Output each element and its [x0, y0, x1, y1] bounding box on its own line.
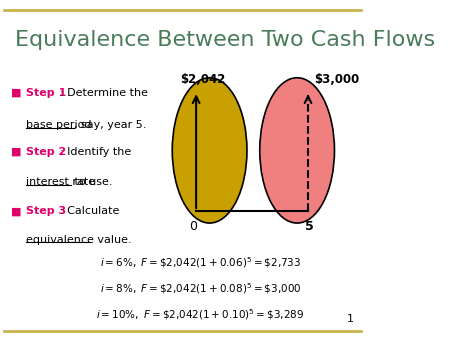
Text: Step 3: Step 3 — [26, 206, 66, 216]
Text: interest rate: interest rate — [26, 177, 94, 188]
Text: Equivalence Between Two Cash Flows: Equivalence Between Two Cash Flows — [14, 30, 435, 50]
Text: $3,000: $3,000 — [314, 73, 360, 86]
Text: base period: base period — [26, 120, 91, 130]
Text: $i = 6\%,\ F = \$2{,}042(1 + 0.06)^5 = \$2{,}733$: $i = 6\%,\ F = \$2{,}042(1 + 0.06)^5 = \… — [100, 255, 301, 270]
Text: Step 2: Step 2 — [26, 147, 66, 157]
Ellipse shape — [260, 78, 334, 223]
Text: equivalence value.: equivalence value. — [26, 235, 131, 245]
Text: Step 1: Step 1 — [26, 88, 66, 98]
Text: $i = 8\%,\ F = \$2{,}042(1 + 0.08)^5 = \$3{,}000$: $i = 8\%,\ F = \$2{,}042(1 + 0.08)^5 = \… — [100, 281, 301, 296]
Text: ■: ■ — [11, 88, 22, 98]
Text: 0: 0 — [189, 220, 197, 233]
Text: ■: ■ — [11, 147, 22, 157]
Text: , say, year 5.: , say, year 5. — [74, 120, 146, 130]
Text: $i = 10\%,\ F = \$2{,}042(1 + 0.10)^5 = \$3{,}289$: $i = 10\%,\ F = \$2{,}042(1 + 0.10)^5 = … — [96, 308, 305, 322]
Text: ■: ■ — [11, 206, 22, 216]
Text: : Determine the: : Determine the — [60, 88, 148, 98]
Ellipse shape — [172, 78, 247, 223]
Text: 5: 5 — [305, 220, 314, 233]
Text: : Calculate: : Calculate — [60, 206, 119, 216]
Text: to use.: to use. — [71, 177, 112, 188]
Text: : Identify the: : Identify the — [60, 147, 131, 157]
Text: $2,042: $2,042 — [180, 73, 225, 86]
Text: 1: 1 — [346, 314, 354, 324]
